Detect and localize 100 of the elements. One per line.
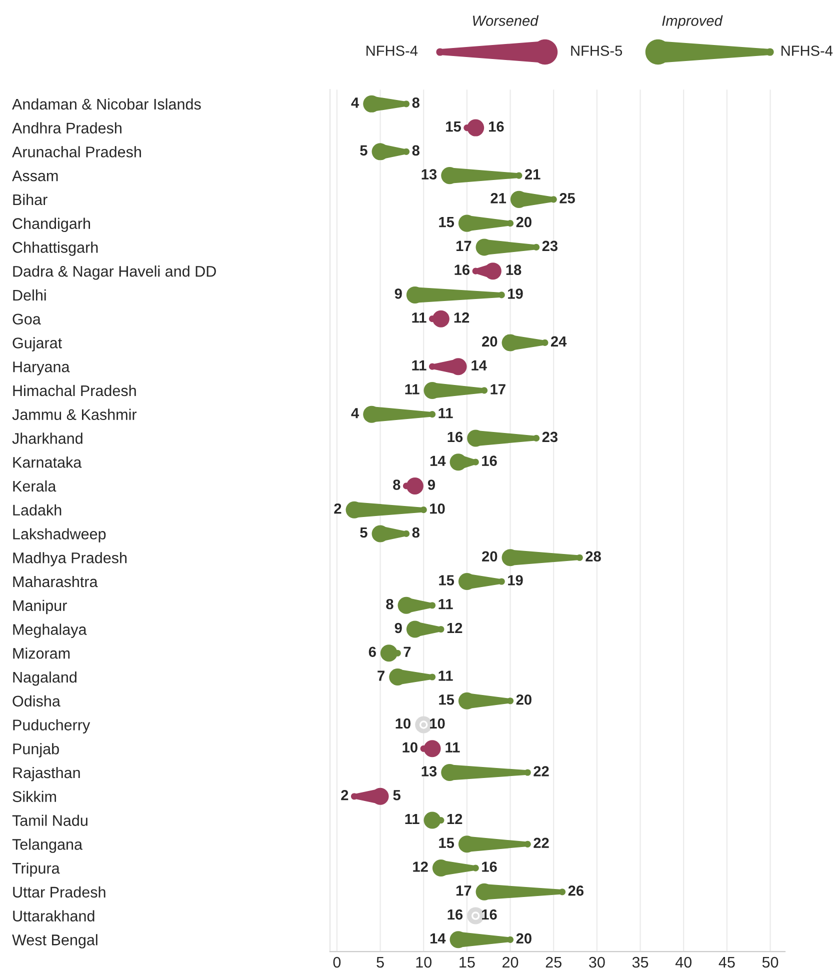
data-label: 14 bbox=[430, 933, 446, 944]
data-label: 15 bbox=[439, 575, 454, 586]
x-tick-label: 50 bbox=[762, 956, 778, 968]
data-label: 21 bbox=[524, 169, 540, 180]
data-label: 8 bbox=[412, 98, 420, 108]
x-tick-label: 5 bbox=[376, 957, 384, 968]
data-label: 10 bbox=[430, 503, 445, 514]
data-label: 16 bbox=[482, 456, 497, 466]
data-label: 15 bbox=[446, 122, 461, 132]
data-label: 15 bbox=[439, 217, 454, 228]
y-tick-label: Tripura bbox=[12, 862, 60, 877]
y-tick-label: Puducherry bbox=[13, 719, 90, 734]
data-label: 4 bbox=[351, 408, 360, 418]
data-label: 16 bbox=[489, 121, 504, 132]
data-label: 11 bbox=[412, 312, 426, 323]
data-label: 5 bbox=[360, 145, 368, 156]
data-label: 20 bbox=[516, 216, 532, 228]
data-label: 12 bbox=[447, 622, 462, 634]
y-tick-label: Gujarat bbox=[12, 337, 62, 352]
x-tick-label: 30 bbox=[589, 956, 605, 968]
data-label: 16 bbox=[482, 909, 497, 920]
y-tick-label: Goa bbox=[12, 314, 41, 325]
y-tick-label: Delhi bbox=[13, 289, 46, 301]
data-label: 12 bbox=[454, 312, 470, 323]
data-label: 7 bbox=[378, 670, 384, 681]
data-label: 2 bbox=[341, 790, 348, 800]
y-tick-label: Lakshadweep bbox=[13, 528, 106, 542]
y-tick-label: Odisha bbox=[12, 695, 60, 707]
data-label: 2 bbox=[334, 503, 342, 514]
y-tick-label: Chhattisgarh bbox=[12, 242, 98, 256]
legend-label: NFHS-5 bbox=[571, 46, 622, 56]
data-label: 10 bbox=[402, 742, 418, 753]
data-label: 11 bbox=[412, 360, 426, 370]
data-label: 6 bbox=[368, 646, 376, 658]
x-tick-label: 45 bbox=[718, 957, 735, 968]
data-label: 11 bbox=[405, 384, 420, 394]
y-tick-label: Meghalaya bbox=[13, 624, 87, 638]
data-label: 19 bbox=[508, 575, 523, 586]
x-tick-label: 20 bbox=[502, 956, 518, 968]
y-tick-label: Maharashtra bbox=[13, 576, 98, 588]
data-label: 20 bbox=[516, 933, 532, 944]
text: Worsened bbox=[473, 15, 539, 26]
data-label: 25 bbox=[560, 193, 575, 204]
data-label: 17 bbox=[490, 384, 506, 394]
x-tick-label: 15 bbox=[460, 957, 475, 968]
y-tick-label: Chandigarh bbox=[12, 218, 90, 232]
data-label: 4 bbox=[351, 98, 360, 108]
data-label: 11 bbox=[405, 814, 420, 824]
data-label: 7 bbox=[404, 646, 411, 657]
data-label: 11 bbox=[438, 670, 453, 681]
y-tick-label: Arunachal Pradesh bbox=[12, 146, 141, 158]
data-label: 11 bbox=[446, 742, 460, 752]
text: Improved bbox=[662, 15, 723, 29]
y-tick-label: Himachal Pradesh bbox=[13, 384, 136, 396]
y-tick-label: Jharkhand bbox=[12, 432, 82, 444]
y-tick-label: Uttar Pradesh bbox=[13, 886, 106, 898]
data-label: 5 bbox=[393, 790, 400, 800]
data-label: 26 bbox=[568, 885, 584, 896]
data-label: 8 bbox=[412, 145, 420, 156]
data-label: 28 bbox=[586, 551, 601, 562]
data-label: 20 bbox=[482, 551, 498, 562]
y-tick-label: Punjab bbox=[13, 743, 59, 758]
data-label: 8 bbox=[412, 527, 420, 538]
y-tick-label: Rajasthan bbox=[13, 766, 80, 782]
x-tick-label: 40 bbox=[675, 956, 692, 968]
data-label: 10 bbox=[396, 718, 411, 729]
y-tick-label: Madhya Pradesh bbox=[13, 552, 127, 566]
data-label: 13 bbox=[422, 169, 437, 180]
data-label: 24 bbox=[550, 336, 567, 346]
data-label: 9 bbox=[428, 480, 436, 490]
data-label: 15 bbox=[439, 694, 454, 705]
data-label: 11 bbox=[438, 408, 453, 418]
data-label: 16 bbox=[448, 432, 463, 442]
legend-label: NFHS-4 bbox=[782, 46, 833, 56]
data-label: 12 bbox=[447, 814, 462, 824]
data-label: 9 bbox=[394, 288, 402, 299]
y-tick-label: Manipur bbox=[13, 600, 67, 614]
y-tick-label: Telangana bbox=[12, 838, 83, 853]
y-tick-label: Uttarakhand bbox=[13, 910, 94, 922]
y-tick-label: Andhra Pradesh bbox=[12, 122, 122, 134]
y-tick-label: Nagaland bbox=[13, 671, 76, 686]
data-label: 18 bbox=[506, 264, 522, 275]
y-tick-label: Assam bbox=[12, 170, 58, 182]
data-label: 21 bbox=[490, 193, 506, 204]
data-label: 5 bbox=[360, 527, 368, 538]
y-tick-label: Dadra & Nagar Haveli and DD bbox=[13, 266, 216, 280]
data-label: 15 bbox=[439, 838, 454, 848]
data-label: 11 bbox=[438, 599, 453, 610]
data-label: 16 bbox=[448, 909, 463, 920]
y-tick-label: Sikkim bbox=[12, 790, 56, 802]
y-tick-label: Kerala bbox=[13, 480, 56, 492]
data-label: 22 bbox=[534, 766, 549, 776]
y-tick-label: Jammu & Kashmir bbox=[12, 408, 137, 420]
y-tick-label: Andaman & Nicobar Islands bbox=[12, 98, 201, 110]
data-label: 19 bbox=[508, 288, 523, 299]
data-label: 16 bbox=[454, 264, 470, 275]
y-tick-label: West Bengal bbox=[12, 934, 98, 948]
data-label: 17 bbox=[456, 240, 472, 251]
data-label: 20 bbox=[482, 336, 498, 347]
y-tick-label: Mizoram bbox=[13, 648, 70, 659]
